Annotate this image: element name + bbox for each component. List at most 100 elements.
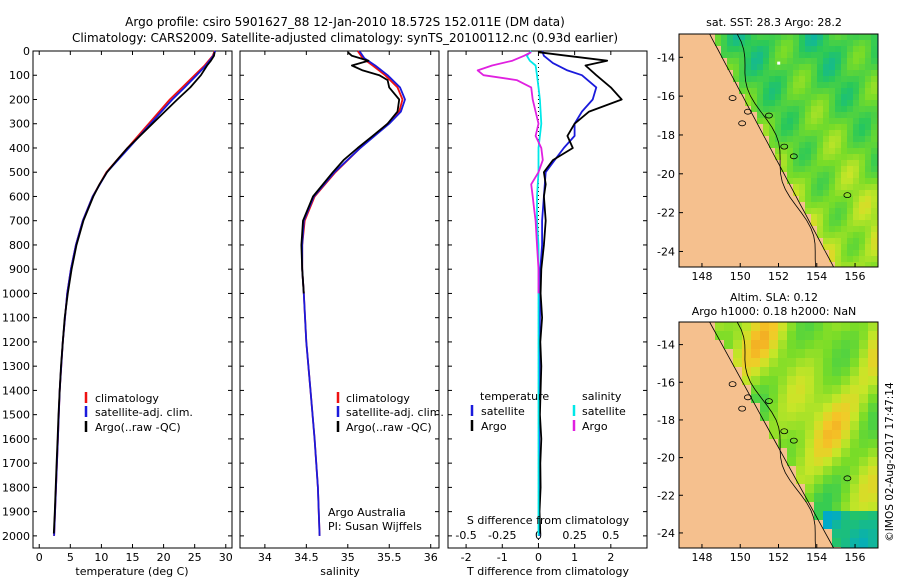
map-cell [691, 244, 698, 251]
coastline [709, 34, 834, 267]
map-cell [829, 82, 836, 89]
map-cell [841, 208, 848, 215]
map-cell [688, 520, 698, 530]
map-cell [742, 466, 752, 476]
map-cell [727, 154, 734, 161]
salinity-plot: 34 34.5 35 35.5 36 [240, 50, 439, 564]
map-cell [685, 94, 692, 101]
map-cell [865, 208, 872, 215]
map-cell [715, 106, 722, 113]
legend-label: climatology [95, 392, 159, 405]
x-tick-label: -2 [461, 551, 472, 564]
map-cell [706, 412, 716, 422]
map-cell [715, 160, 722, 167]
map-cell [817, 190, 824, 197]
map-cell [829, 202, 836, 209]
map-cell [817, 70, 824, 77]
map-cell [775, 130, 782, 137]
map-cell [733, 238, 740, 245]
map-cell [724, 439, 734, 449]
map-cell [697, 403, 707, 413]
map-cell [706, 439, 716, 449]
map-cell [799, 244, 806, 251]
map-cell [805, 511, 815, 521]
map-cell [823, 82, 830, 89]
map-cell [721, 76, 728, 83]
map-cell [799, 214, 806, 221]
map-cell [697, 520, 707, 530]
map-cell [727, 52, 734, 59]
map-cell [715, 136, 722, 143]
map-cell [763, 160, 770, 167]
map-cell [757, 100, 764, 107]
map-cell [871, 118, 878, 125]
map-cell [793, 178, 800, 185]
map-cell [709, 184, 716, 191]
map-cell [727, 76, 734, 83]
map-cell [697, 226, 704, 233]
map-cell [757, 142, 764, 149]
difference-panel-frame [447, 50, 648, 549]
map-cell [763, 142, 770, 149]
map-cell [739, 64, 746, 71]
map-cell [775, 256, 782, 263]
map-cell [832, 322, 842, 332]
map-cell [679, 118, 686, 125]
map-cell [829, 160, 836, 167]
map-cell [787, 367, 797, 377]
map-cell [733, 166, 740, 173]
map-cell [697, 142, 704, 149]
map-cell [727, 160, 734, 167]
map-cell [799, 94, 806, 101]
map-cell [739, 100, 746, 107]
map-cell [763, 214, 770, 221]
map-cell [757, 178, 764, 185]
map-cell [688, 529, 698, 539]
map-cell [769, 376, 779, 386]
map-cell [859, 226, 866, 233]
map-cell [697, 439, 707, 449]
map-cell [805, 130, 812, 137]
map-cell [811, 82, 818, 89]
map-cell [751, 88, 758, 95]
legend-label: Argo [481, 420, 507, 433]
map-cell [751, 520, 761, 530]
sst-map-field [679, 34, 878, 267]
map-cell [781, 160, 788, 167]
map-cell [805, 520, 815, 530]
map-cell [853, 130, 860, 137]
map-cell [847, 148, 854, 155]
map-cell [835, 46, 842, 53]
map-cell [685, 166, 692, 173]
map-cell [703, 154, 710, 161]
map-cell [751, 196, 758, 203]
map-cell [751, 529, 761, 539]
map-cell [823, 529, 833, 539]
map-cell [781, 244, 788, 251]
map-cell [865, 64, 872, 71]
map-cell [709, 214, 716, 221]
map-cell [763, 190, 770, 197]
map-cell [775, 70, 782, 77]
map-x-tick-label: 152 [768, 270, 789, 283]
map-cell [823, 40, 830, 47]
map-cell [778, 322, 788, 332]
map-cell [865, 166, 872, 173]
map-cell [769, 475, 779, 485]
map-cell [859, 385, 869, 395]
map-cell [793, 124, 800, 131]
map-cell [697, 184, 704, 191]
map-cell [760, 475, 770, 485]
map-cell [781, 220, 788, 227]
map-cell [691, 106, 698, 113]
map-cell [817, 172, 824, 179]
y-tick-label: 800 [9, 239, 30, 252]
map-cell [835, 250, 842, 257]
map-cell [685, 226, 692, 233]
map-cell [805, 40, 812, 47]
map-cell [817, 160, 824, 167]
map-cell [799, 178, 806, 185]
map-cell [811, 220, 818, 227]
map-cell [805, 190, 812, 197]
map-cell [745, 208, 752, 215]
